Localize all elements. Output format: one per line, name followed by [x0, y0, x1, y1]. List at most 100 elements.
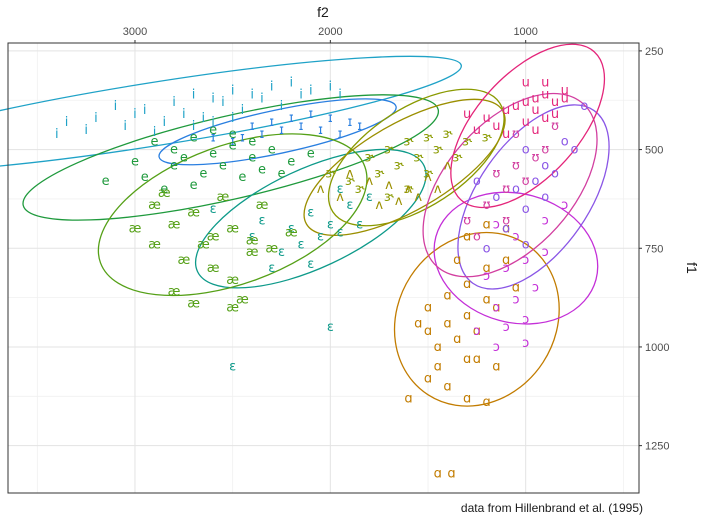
point-ɑ: ɑ	[424, 300, 432, 315]
point-ɪ: ɪ	[318, 123, 323, 138]
point-ɝ: ɝ	[374, 166, 385, 181]
point-i: i	[143, 103, 147, 118]
point-o: o	[522, 202, 530, 217]
point-e: e	[141, 170, 149, 185]
point-ɪ: ɪ	[289, 111, 294, 126]
point-u: u	[502, 127, 510, 142]
point-u: u	[522, 95, 530, 110]
point-u: u	[502, 103, 510, 118]
point-ɪ: ɪ	[211, 131, 216, 146]
point-ɝ: ɝ	[345, 174, 356, 189]
point-u: u	[541, 111, 549, 126]
point-ɝ: ɝ	[325, 166, 336, 181]
point-i: i	[299, 87, 303, 102]
point-ɑ: ɑ	[443, 379, 451, 394]
point-ɛ: ɛ	[288, 222, 295, 237]
point-o: o	[473, 174, 481, 189]
point-i: i	[270, 79, 274, 94]
point-u: u	[482, 111, 490, 126]
point-ɔ: ɔ	[483, 269, 490, 284]
point-ɑ: ɑ	[492, 360, 500, 375]
point-æ: æ	[285, 225, 298, 240]
point-ʊ: ʊ	[512, 158, 520, 173]
point-i: i	[231, 111, 235, 126]
point-ɑ: ɑ	[463, 308, 471, 323]
point-ʊ: ʊ	[512, 127, 520, 142]
point-æ: æ	[217, 190, 230, 205]
point-e: e	[277, 166, 285, 181]
point-u: u	[531, 91, 539, 106]
x-axis-title: f2	[317, 4, 329, 20]
point-ɛ: ɛ	[258, 214, 265, 229]
point-ɑ: ɑ	[463, 352, 471, 367]
point-o: o	[551, 166, 559, 181]
point-ʊ: ʊ	[541, 143, 549, 158]
point-ɝ: ɝ	[452, 150, 463, 165]
point-ɑ: ɑ	[463, 229, 471, 244]
point-e: e	[248, 150, 256, 165]
point-ʊ: ʊ	[473, 229, 481, 244]
point-ɑ: ɑ	[482, 218, 490, 233]
point-o: o	[561, 135, 569, 150]
point-e: e	[160, 182, 168, 197]
point-ɑ: ɑ	[473, 324, 481, 339]
point-ʌ: ʌ	[346, 166, 354, 181]
point-ɛ: ɛ	[327, 218, 334, 233]
x-tick-label: 2000	[318, 26, 342, 38]
point-e: e	[307, 147, 315, 162]
point-ɛ: ɛ	[210, 202, 217, 217]
point-ɝ: ɝ	[403, 182, 414, 197]
point-ʌ: ʌ	[424, 170, 432, 185]
point-ɔ: ɔ	[522, 336, 529, 351]
point-ɑ: ɑ	[434, 340, 442, 355]
point-o: o	[531, 174, 539, 189]
point-ɑ: ɑ	[453, 332, 461, 347]
point-u: u	[463, 107, 471, 122]
point-ʌ: ʌ	[336, 190, 344, 205]
point-ɛ: ɛ	[366, 190, 373, 205]
point-ɪ: ɪ	[347, 115, 352, 130]
point-ɔ: ɔ	[561, 198, 568, 213]
point-ɔ: ɔ	[503, 320, 510, 335]
point-u: u	[522, 75, 530, 90]
point-i: i	[84, 123, 88, 138]
point-æ: æ	[207, 261, 220, 276]
point-ɪ: ɪ	[250, 119, 255, 134]
y-tick-label: 750	[645, 243, 663, 255]
point-ʌ: ʌ	[395, 194, 403, 209]
point-o: o	[492, 190, 500, 205]
point-u: u	[492, 119, 500, 134]
ellipse-ɑ	[393, 231, 560, 407]
point-æ: æ	[226, 300, 239, 315]
point-e: e	[209, 147, 217, 162]
point-i: i	[289, 75, 293, 90]
y-axis-title: f1	[684, 262, 700, 274]
point-ʌ: ʌ	[317, 182, 325, 197]
point-ʊ: ʊ	[483, 198, 491, 213]
point-ɑ: ɑ	[492, 300, 500, 315]
point-ʊ: ʊ	[531, 150, 539, 165]
point-ɛ: ɛ	[337, 182, 344, 197]
point-ɛ: ɛ	[346, 198, 353, 213]
point-æ: æ	[197, 237, 210, 252]
point-e: e	[219, 158, 227, 173]
point-ɪ: ɪ	[269, 115, 274, 130]
point-ʊ: ʊ	[463, 214, 471, 229]
y-tick-label: 1250	[645, 441, 669, 453]
point-ɑ: ɑ	[447, 466, 455, 481]
point-ɑ: ɑ	[424, 324, 432, 339]
point-o: o	[512, 182, 520, 197]
point-e: e	[190, 131, 198, 146]
point-i: i	[260, 91, 264, 106]
point-u: u	[473, 123, 481, 138]
point-ɑ: ɑ	[482, 261, 490, 276]
point-ɝ: ɝ	[403, 135, 414, 150]
point-ɪ: ɪ	[299, 119, 304, 134]
point-ɪ: ɪ	[308, 107, 313, 122]
point-æ: æ	[226, 273, 239, 288]
point-e: e	[209, 123, 217, 138]
point-i: i	[172, 95, 176, 110]
point-u: u	[531, 123, 539, 138]
point-ɔ: ɔ	[532, 281, 539, 296]
